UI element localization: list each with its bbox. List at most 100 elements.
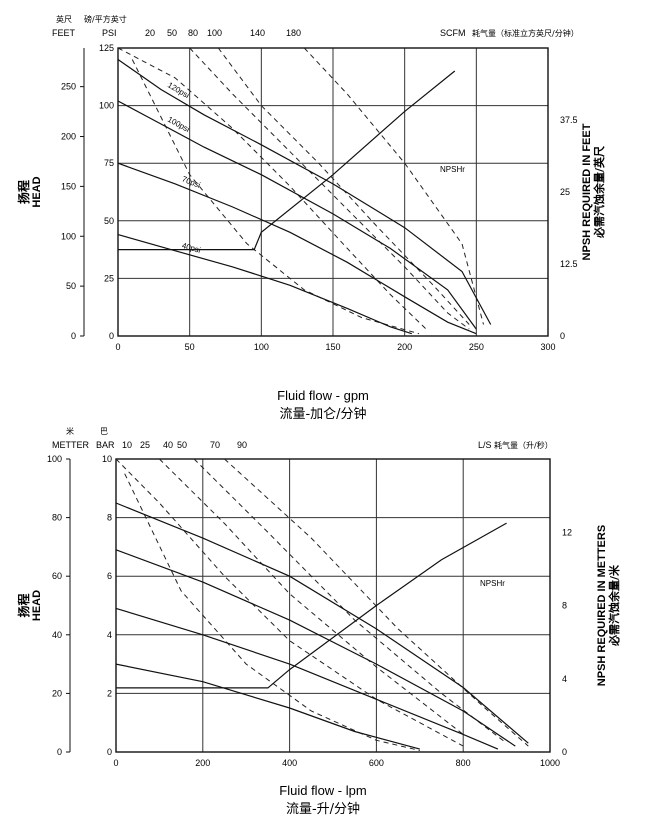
chart1-npshr-curve: [118, 70, 456, 251]
chart1-npsh-title-en: NPSH REQUIRED IN FEET: [581, 123, 593, 260]
chart1-air-tick-label: 140: [250, 28, 265, 38]
chart1-head-tick-label: 25: [104, 273, 114, 283]
chart2-air-tick-label: 90: [237, 440, 247, 450]
chart1-x-tick-label: 0: [115, 342, 120, 352]
chart1-head-tick-label: 75: [104, 158, 114, 168]
chart2-head-curve: [115, 607, 499, 750]
chart2-npshr-curve: [116, 522, 507, 689]
chart1-npsh-tick-label: 12.5: [560, 259, 578, 269]
chart1-head-curve: [117, 234, 412, 335]
chart2-outer-tick-label: 100: [47, 454, 62, 464]
chart2-x-label-cn: 流量-升/分钟: [286, 801, 360, 817]
chart1-air-tick-label: 180: [286, 28, 301, 38]
chart2-x-tick-label: 1000: [540, 758, 560, 768]
chart2-meter-header-cn: 米: [66, 426, 74, 436]
chart2-bar-header-cn: 巴: [100, 427, 108, 436]
chart2-head-tick-label: 0: [107, 747, 112, 757]
chart2-air-tick-label: 10: [122, 440, 132, 450]
chart2-air-tick-label: 25: [140, 440, 150, 450]
chart1-x-tick-label: 300: [540, 342, 555, 352]
chart1-scfm-header-cn: 耗气量（标准立方英尺/分钟）: [472, 28, 579, 38]
chart1-air-tick-label: 80: [188, 28, 198, 38]
chart2-npsh-tick-label: 4: [562, 674, 567, 684]
chart1-air-tick-label: 20: [145, 28, 155, 38]
chart2-head-curve: [115, 502, 529, 744]
chart2-head-title-en: HEAD: [31, 590, 43, 621]
chart2-outer-tick-label: 0: [57, 747, 62, 757]
chart2-air-tick-label: 40: [163, 440, 173, 450]
chart1-scfm-header: SCFM: [440, 28, 466, 38]
chart2-npsh-tick-label: 8: [562, 601, 567, 611]
chart2-head-tick-label: 4: [107, 630, 112, 640]
chart2-air-consumption-curve: [193, 458, 507, 744]
chart1-x-tick-label: 200: [397, 342, 412, 352]
chart2-x-tick-label: 200: [195, 758, 210, 768]
chart2-head-curve: [115, 549, 516, 747]
chart1-air-tick-label: 100: [207, 28, 222, 38]
chart1-x-tick-label: 50: [185, 342, 195, 352]
chart1-head-title-en: HEAD: [31, 176, 43, 207]
chart1-x-label-cn: 流量-加仑/分钟: [279, 406, 366, 422]
chart1-x-tick-label: 150: [325, 342, 340, 352]
chart2-npsh-title-cn: 必需汽蚀余量/米: [607, 564, 621, 647]
chart1-head-title-cn: 扬程: [16, 180, 31, 204]
chart1-series-label: 100psi: [166, 115, 191, 134]
chart1-air-consumption-curve: [117, 47, 427, 330]
chart2-air-consumption-curve: [115, 458, 464, 747]
chart2-npsh-title-en: NPSH REQUIRED IN METTERS: [596, 525, 608, 686]
chart1-head-tick-label: 50: [104, 216, 114, 226]
chart1-head-curve: [117, 100, 477, 330]
chart1-series-label: 120psi: [166, 80, 191, 100]
chart2-head-title-cn: 扬程: [16, 593, 31, 617]
chart1-npsh-tick-label: 25: [560, 187, 570, 197]
chart2-x-tick-label: 800: [456, 758, 471, 768]
chart1-feet-header-cn: 英尺: [56, 14, 72, 24]
chart2-x-tick-label: 600: [369, 758, 384, 768]
chart1-head-tick-label: 125: [99, 43, 114, 53]
chart1-psi-header-cn: 磅/平方英寸: [84, 14, 127, 24]
chart2-ls-header-cn: 耗气量（升/秒）: [494, 440, 553, 450]
chart2-outer-tick-label: 60: [52, 571, 62, 581]
chart2-plot-frame: [115, 458, 551, 753]
chart2-outer-tick-label: 40: [52, 630, 62, 640]
chart1-air-consumption-curve: [189, 47, 470, 330]
chart2-air-tick-label: 50: [177, 440, 187, 450]
chart2-head-curve: [115, 663, 420, 750]
chart2-ls-header: L/S: [478, 440, 492, 450]
chart2-npsh-tick-label: 12: [562, 527, 572, 537]
chart1-outer-tick-label: 0: [71, 331, 76, 341]
chart1-head-curve: [117, 162, 477, 335]
chart1-outer-tick-label: 200: [61, 132, 76, 142]
chart1-npshr-label: NPSHr: [440, 165, 465, 174]
chart2-npshr-label: NPSHr: [480, 579, 505, 588]
chart2-air-consumption-curve: [224, 458, 529, 747]
chart1-air-consumption-curve: [131, 59, 420, 335]
chart1-head-tick-label: 0: [109, 331, 114, 341]
chart1-outer-tick-label: 150: [61, 181, 76, 191]
chart2-outer-tick-label: 80: [52, 513, 62, 523]
chart1-outer-tick-label: 100: [61, 231, 76, 241]
chart2-air-consumption-curve: [159, 458, 464, 735]
chart2-x-tick-label: 400: [282, 758, 297, 768]
chart1-x-tick-label: 100: [254, 342, 269, 352]
chart2-head-tick-label: 8: [107, 513, 112, 523]
chart2-bar-header: BAR: [96, 440, 115, 450]
chart1-outer-tick-label: 250: [61, 82, 76, 92]
chart2-meter-header: METTER: [52, 440, 89, 450]
chart1-x-label-en: Fluid flow - gpm: [277, 388, 369, 403]
chart1-air-consumption-curve: [303, 47, 484, 325]
chart2-x-label-en: Fluid flow - lpm: [279, 783, 366, 798]
chart1-feet-header: FEET: [52, 28, 76, 38]
chart2-air-tick-label: 70: [210, 440, 220, 450]
chart2-head-tick-label: 6: [107, 571, 112, 581]
chart1-plot-frame: [117, 47, 549, 337]
chart1-npsh-tick-label: 37.5: [560, 115, 578, 125]
chart1-x-tick-label: 250: [469, 342, 484, 352]
chart1-head-curve: [117, 59, 492, 325]
chart2-head-tick-label: 2: [107, 688, 112, 698]
chart2-npsh-tick-label: 0: [562, 747, 567, 757]
chart1-npsh-tick-label: 0: [560, 331, 565, 341]
chart1-psi-header: PSI: [102, 28, 117, 38]
chart1-head-tick-label: 100: [99, 101, 114, 111]
